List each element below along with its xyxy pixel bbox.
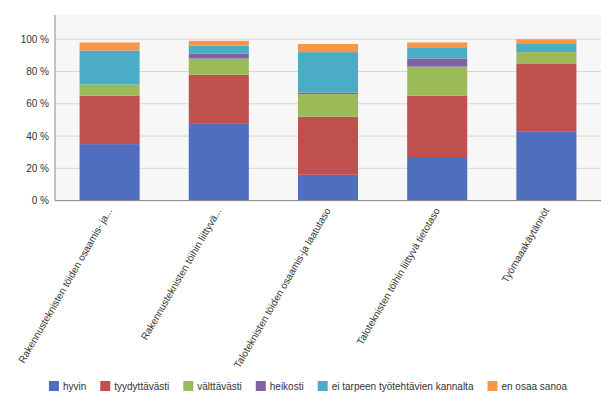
legend-swatch [183, 381, 193, 391]
legend-label: hyvin [63, 381, 86, 392]
legend-label: tyydyttävästi [114, 381, 169, 392]
x-tick-label: Taloteknisten töiden osaamis-ja laatutas… [232, 205, 333, 369]
grid-line [55, 200, 601, 201]
legend-swatch [49, 381, 59, 391]
legend-swatch [100, 381, 110, 391]
bar-segment [80, 42, 140, 50]
series [80, 39, 577, 52]
x-tick-label: Rakennusteknisten töiden osaamis- ja... [16, 206, 114, 365]
bar-segment [80, 51, 140, 85]
bar-segment [80, 84, 140, 95]
bar-segment [298, 44, 358, 52]
bar-segment [407, 96, 467, 157]
chart: 0 % 20 % 40 % 60 % 80 % 100 % Rakennustekniste… [0, 0, 616, 401]
legend-label: välttävästi [197, 381, 241, 392]
y-tick-label: 0 % [32, 195, 49, 206]
bar-segment [189, 54, 249, 59]
x-tick-label: Rakennusteknisten töihin liittyvä... [139, 206, 224, 342]
legend-swatch [318, 381, 328, 391]
legend: hyvin tyydyttävästi välttävästi heikosti ei … [49, 381, 568, 392]
bar-segment [189, 41, 249, 46]
bar-segment [298, 52, 358, 92]
bar-segment [407, 42, 467, 47]
bar-segment [516, 52, 576, 63]
y-tick-label: 100 % [21, 34, 49, 45]
legend-label: heikosti [270, 381, 304, 392]
series [80, 52, 577, 117]
bar-segment [298, 117, 358, 175]
y-tick-label: 80 % [26, 66, 49, 77]
legend-label: en osaa sanoa [501, 381, 567, 392]
legend-item: heikosti [256, 381, 304, 392]
legend-swatch [487, 381, 497, 391]
series [80, 44, 577, 92]
bars [80, 39, 577, 200]
bar-segment [407, 67, 467, 96]
bar-segment [407, 47, 467, 58]
bar-segment [407, 157, 467, 201]
bar-segment [80, 96, 140, 144]
legend-item: välttävästi [183, 381, 241, 392]
bar-segment [298, 175, 358, 201]
bar-segment [516, 39, 576, 44]
bar-segment [80, 144, 140, 200]
bar-segment [189, 75, 249, 123]
bar-segment [298, 92, 358, 94]
x-tick-label: Työmaaakäytännöt [499, 206, 551, 285]
bar-segment [407, 59, 467, 67]
bar-segment [189, 59, 249, 75]
legend-item: tyydyttävästi [100, 381, 169, 392]
plot-background [55, 15, 601, 201]
bar-segment [516, 63, 576, 131]
grid [55, 39, 601, 200]
x-tick-labels: Rakennusteknisten töiden osaamis- ja... R… [16, 205, 551, 369]
x-axis-line [55, 200, 601, 201]
bar-segment [516, 44, 576, 52]
bar-segment [516, 131, 576, 200]
legend-item: en osaa sanoa [487, 381, 567, 392]
legend-item: ei tarpeen työtehtävien kannalta [318, 381, 474, 392]
bar-segment [189, 123, 249, 200]
y-tick-label: 60 % [26, 98, 49, 109]
y-tick-labels: 0 % 20 % 40 % 60 % 80 % 100 % [21, 34, 49, 206]
legend-swatch [256, 381, 266, 391]
legend-item: hyvin [49, 381, 86, 392]
y-axis-line [55, 15, 56, 201]
y-tick-label: 40 % [26, 131, 49, 142]
legend-label: ei tarpeen työtehtävien kannalta [332, 381, 474, 392]
x-tick-label: Taloteknisten töihin liittyvä tietotaso [354, 205, 442, 346]
bar-segment [298, 94, 358, 117]
y-tick-label: 20 % [26, 163, 49, 174]
bar-segment [189, 46, 249, 54]
